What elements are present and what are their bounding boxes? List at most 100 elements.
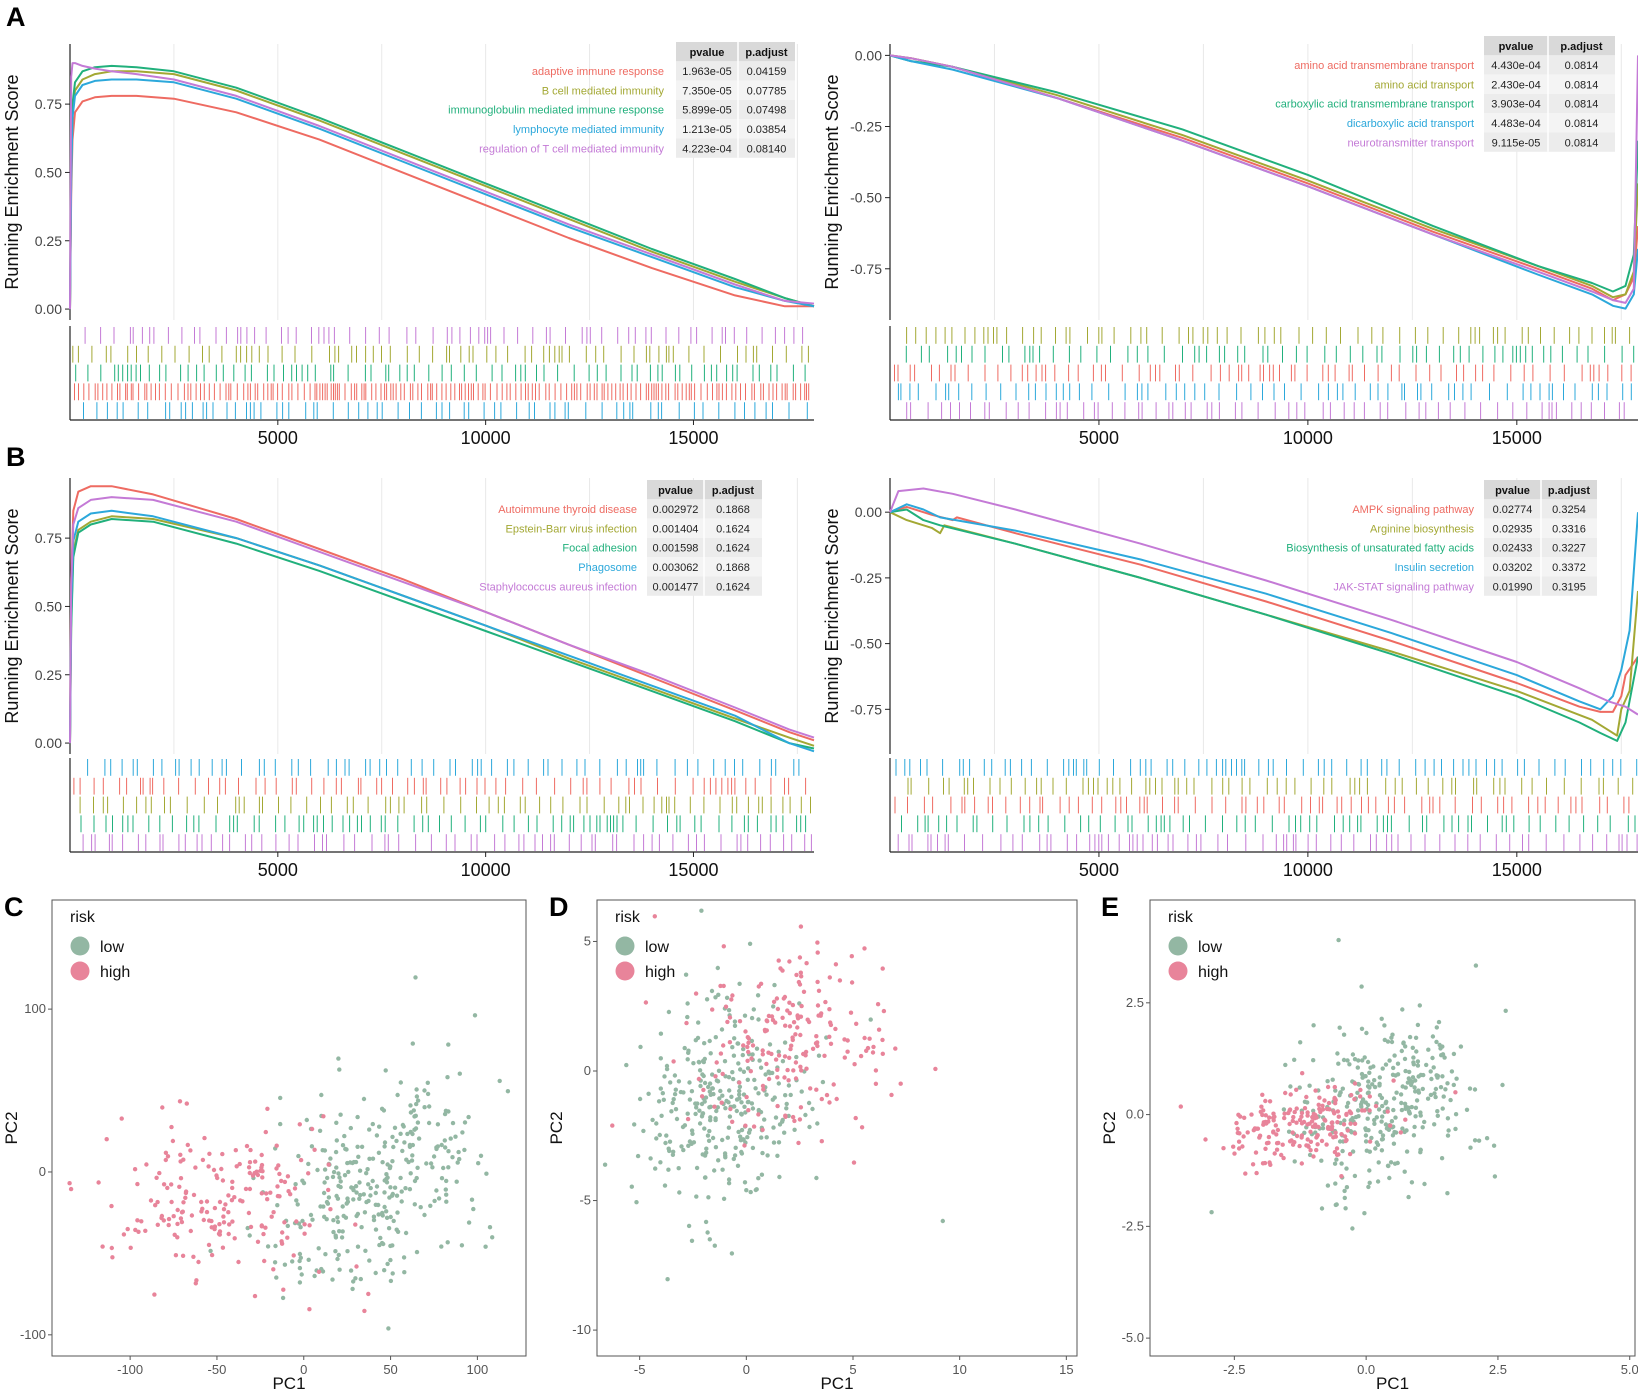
y-axis-label: PC2 <box>2 1111 21 1144</box>
point-low <box>700 1058 706 1064</box>
table-cell-padjust: 0.3254 <box>1552 504 1586 516</box>
point-low <box>338 1184 343 1190</box>
point-low <box>1393 1115 1398 1120</box>
table-cell-pvalue: 0.01990 <box>1493 581 1533 593</box>
point-low <box>346 1169 351 1175</box>
point-low <box>435 1144 440 1149</box>
point-low <box>748 1189 753 1195</box>
point-low <box>763 1072 768 1077</box>
point-low <box>737 981 742 986</box>
point-low <box>697 1068 703 1073</box>
point-low <box>697 1121 703 1126</box>
point-high <box>1271 1129 1276 1134</box>
point-low <box>1344 1185 1350 1190</box>
point-low <box>685 1057 690 1062</box>
point-high <box>1388 1123 1393 1128</box>
point-low <box>689 1089 695 1094</box>
point-low <box>707 1038 712 1044</box>
point-high <box>1299 1110 1305 1116</box>
point-high <box>1398 1130 1404 1135</box>
point-low <box>385 1162 390 1167</box>
point-low <box>677 1190 682 1195</box>
point-low <box>683 972 689 977</box>
point-low <box>709 988 715 994</box>
point-high <box>169 1199 174 1205</box>
table-row-bg <box>676 138 795 158</box>
point-low <box>407 1187 413 1192</box>
point-low <box>735 1163 741 1169</box>
point-low <box>377 1242 382 1248</box>
point-low <box>646 1091 651 1097</box>
table-header-pvalue: pvalue <box>1495 485 1530 497</box>
point-low <box>1336 1061 1341 1066</box>
point-low <box>741 1069 747 1075</box>
y-tick-label: 0.00 <box>35 735 62 751</box>
point-high <box>237 1161 242 1167</box>
point-high <box>828 1020 833 1025</box>
point-high <box>253 1159 258 1164</box>
x-tick-label: 15000 <box>1492 428 1542 448</box>
point-low <box>1379 1137 1385 1142</box>
point-low <box>350 1286 355 1292</box>
point-low <box>410 1153 415 1158</box>
point-high <box>1288 1092 1293 1097</box>
point-high <box>247 1160 253 1165</box>
point-low <box>334 1138 339 1143</box>
point-high <box>183 1190 189 1196</box>
plot-frame <box>51 899 527 1357</box>
table-cell-pvalue: 4.223e-04 <box>682 143 732 155</box>
point-low <box>1415 1022 1421 1028</box>
point-high <box>1203 1137 1208 1142</box>
point-low <box>282 1262 288 1267</box>
point-low <box>415 1098 421 1103</box>
point-low <box>1330 1077 1335 1082</box>
point-low <box>478 1153 484 1159</box>
point-low <box>685 1001 690 1006</box>
point-low <box>739 1111 744 1117</box>
point-high <box>764 1061 769 1067</box>
point-low <box>1372 1117 1377 1123</box>
point-low <box>1367 1070 1372 1076</box>
point-low <box>1355 1090 1360 1096</box>
point-low <box>1418 1113 1423 1118</box>
point-low <box>786 1083 792 1088</box>
point-low <box>1374 1140 1380 1145</box>
point-low <box>705 1230 710 1235</box>
table-cell-padjust: 0.3372 <box>1552 562 1586 574</box>
y-tick-label: -10 <box>572 1322 591 1337</box>
point-low <box>406 1159 411 1165</box>
point-low <box>656 1099 662 1104</box>
point-low <box>693 1101 698 1106</box>
point-high <box>246 1210 252 1216</box>
point-low <box>436 1196 442 1201</box>
point-low <box>654 1121 659 1126</box>
point-low <box>1440 1074 1445 1079</box>
point-low <box>410 1041 415 1046</box>
point-low <box>658 1160 663 1165</box>
point-high <box>723 1004 729 1009</box>
point-high <box>1283 1090 1288 1096</box>
point-low <box>635 1153 641 1159</box>
point-low <box>672 1073 678 1078</box>
point-low <box>1432 1122 1437 1127</box>
y-axis-label: Running Enrichment Score <box>822 74 842 289</box>
point-high <box>148 1198 154 1203</box>
point-low <box>648 1156 653 1161</box>
point-low <box>1445 1133 1451 1138</box>
point-low <box>737 1084 743 1090</box>
point-high <box>1302 1106 1308 1111</box>
point-low <box>1441 1094 1446 1099</box>
table-row-bg <box>676 61 795 81</box>
point-high <box>845 1038 850 1043</box>
point-high <box>1290 1130 1295 1135</box>
point-low <box>1421 1072 1426 1078</box>
point-high <box>823 999 828 1005</box>
point-low <box>398 1131 403 1137</box>
point-high <box>795 1025 800 1030</box>
point-low <box>1366 1184 1371 1190</box>
table-cell-padjust: 0.0814 <box>1565 79 1599 91</box>
x-tick-label: 0.0 <box>1357 1362 1375 1377</box>
point-high <box>719 1100 724 1105</box>
point-high <box>783 1114 788 1120</box>
point-high <box>226 1193 231 1198</box>
